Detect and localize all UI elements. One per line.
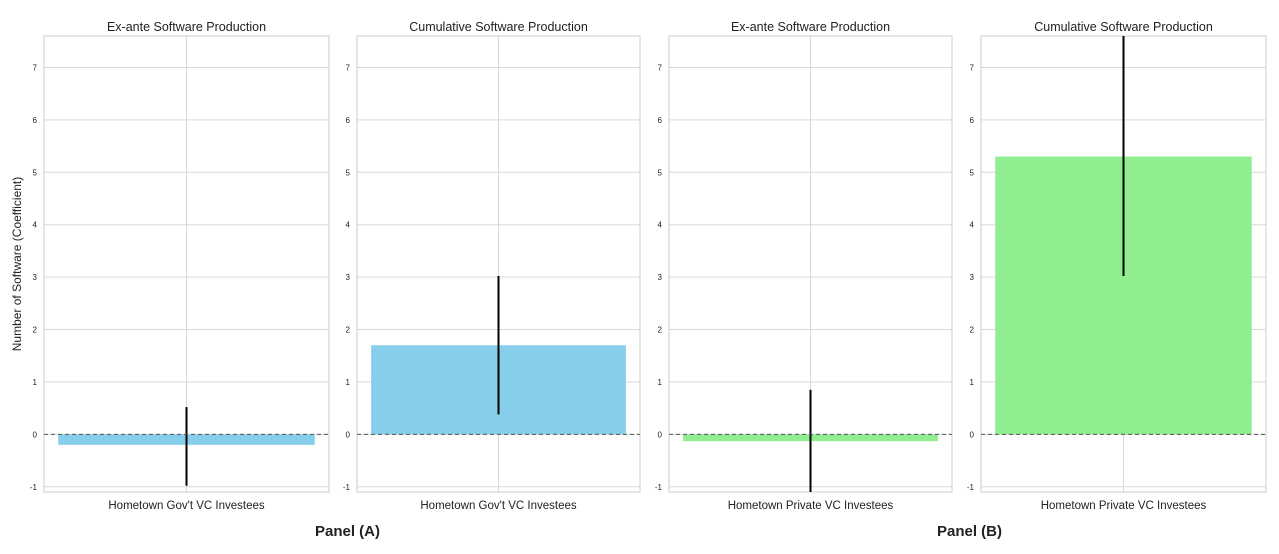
subplot-1: -1 0 1 2 3 4 5 6 7 Ex-ante Software Production Hom… [30, 20, 330, 512]
panel-b-label: Panel (B) [937, 523, 1003, 540]
x-tick-label: Hometown Gov't VC Investees [420, 500, 576, 512]
y-tick-label: 4 [658, 221, 663, 230]
y-tick-label: 3 [33, 273, 38, 282]
x-tick-label: Hometown Private VC Investees [1041, 500, 1207, 512]
subplot-title: Cumulative Software Production [1034, 20, 1213, 34]
subplot-4: -1 0 1 2 3 4 5 6 7 Cumulative Software Production… [967, 20, 1267, 512]
x-tick-label: Hometown Gov't VC Investees [108, 500, 264, 512]
y-tick-label: 1 [33, 378, 38, 387]
subplot-3: -1 0 1 2 3 4 5 6 7 Ex-ante Software Production Hom… [655, 20, 953, 512]
y-tick-label: 2 [658, 326, 663, 335]
y-tick-label: -1 [30, 483, 38, 492]
y-tick-label: 5 [33, 168, 38, 177]
y-tick-label: 4 [970, 221, 975, 230]
x-tick-label: Hometown Private VC Investees [728, 500, 894, 512]
y-tick-label: 7 [346, 63, 351, 72]
axes-frame [43, 35, 330, 493]
y-axis-label: Number of Software (Coefficient) [10, 176, 24, 352]
y-tick-label: 1 [658, 378, 663, 387]
y-tick-label: 4 [33, 221, 38, 230]
y-tick-label: 7 [33, 63, 38, 72]
y-tick-label: 0 [970, 430, 975, 439]
y-tick-label: 0 [346, 430, 351, 439]
y-tick-label: -1 [655, 483, 663, 492]
y-tick-label: 7 [970, 63, 975, 72]
subplot-2: -1 0 1 2 3 4 5 6 7 Cumulative Software Production… [343, 20, 641, 512]
y-tick-label: 3 [970, 273, 975, 282]
axes-frame [356, 35, 641, 493]
y-tick-label: 2 [970, 326, 975, 335]
y-tick-label: -1 [343, 483, 351, 492]
y-tick-label: 0 [658, 430, 663, 439]
y-tick-label: 2 [33, 326, 38, 335]
subplot-title: Ex-ante Software Production [107, 20, 266, 34]
y-tick-label: 6 [658, 116, 663, 125]
y-tick-label: 4 [346, 221, 351, 230]
y-tick-label: 0 [33, 430, 38, 439]
subplot-title: Cumulative Software Production [409, 20, 588, 34]
y-tick-label: 3 [658, 273, 663, 282]
y-tick-label: 3 [346, 273, 351, 282]
subplot-title: Ex-ante Software Production [731, 20, 890, 34]
panel-a-label: Panel (A) [315, 523, 381, 540]
y-tick-label: 5 [970, 168, 975, 177]
y-tick-label: 5 [346, 168, 351, 177]
y-tick-label: 2 [346, 326, 351, 335]
y-tick-label: -1 [967, 483, 975, 492]
y-tick-label: 6 [33, 116, 38, 125]
y-tick-label: 1 [346, 378, 351, 387]
y-tick-label: 6 [970, 116, 975, 125]
y-tick-label: 6 [346, 116, 351, 125]
y-tick-label: 7 [658, 63, 663, 72]
y-tick-label: 5 [658, 168, 663, 177]
y-tick-label: 1 [970, 378, 975, 387]
